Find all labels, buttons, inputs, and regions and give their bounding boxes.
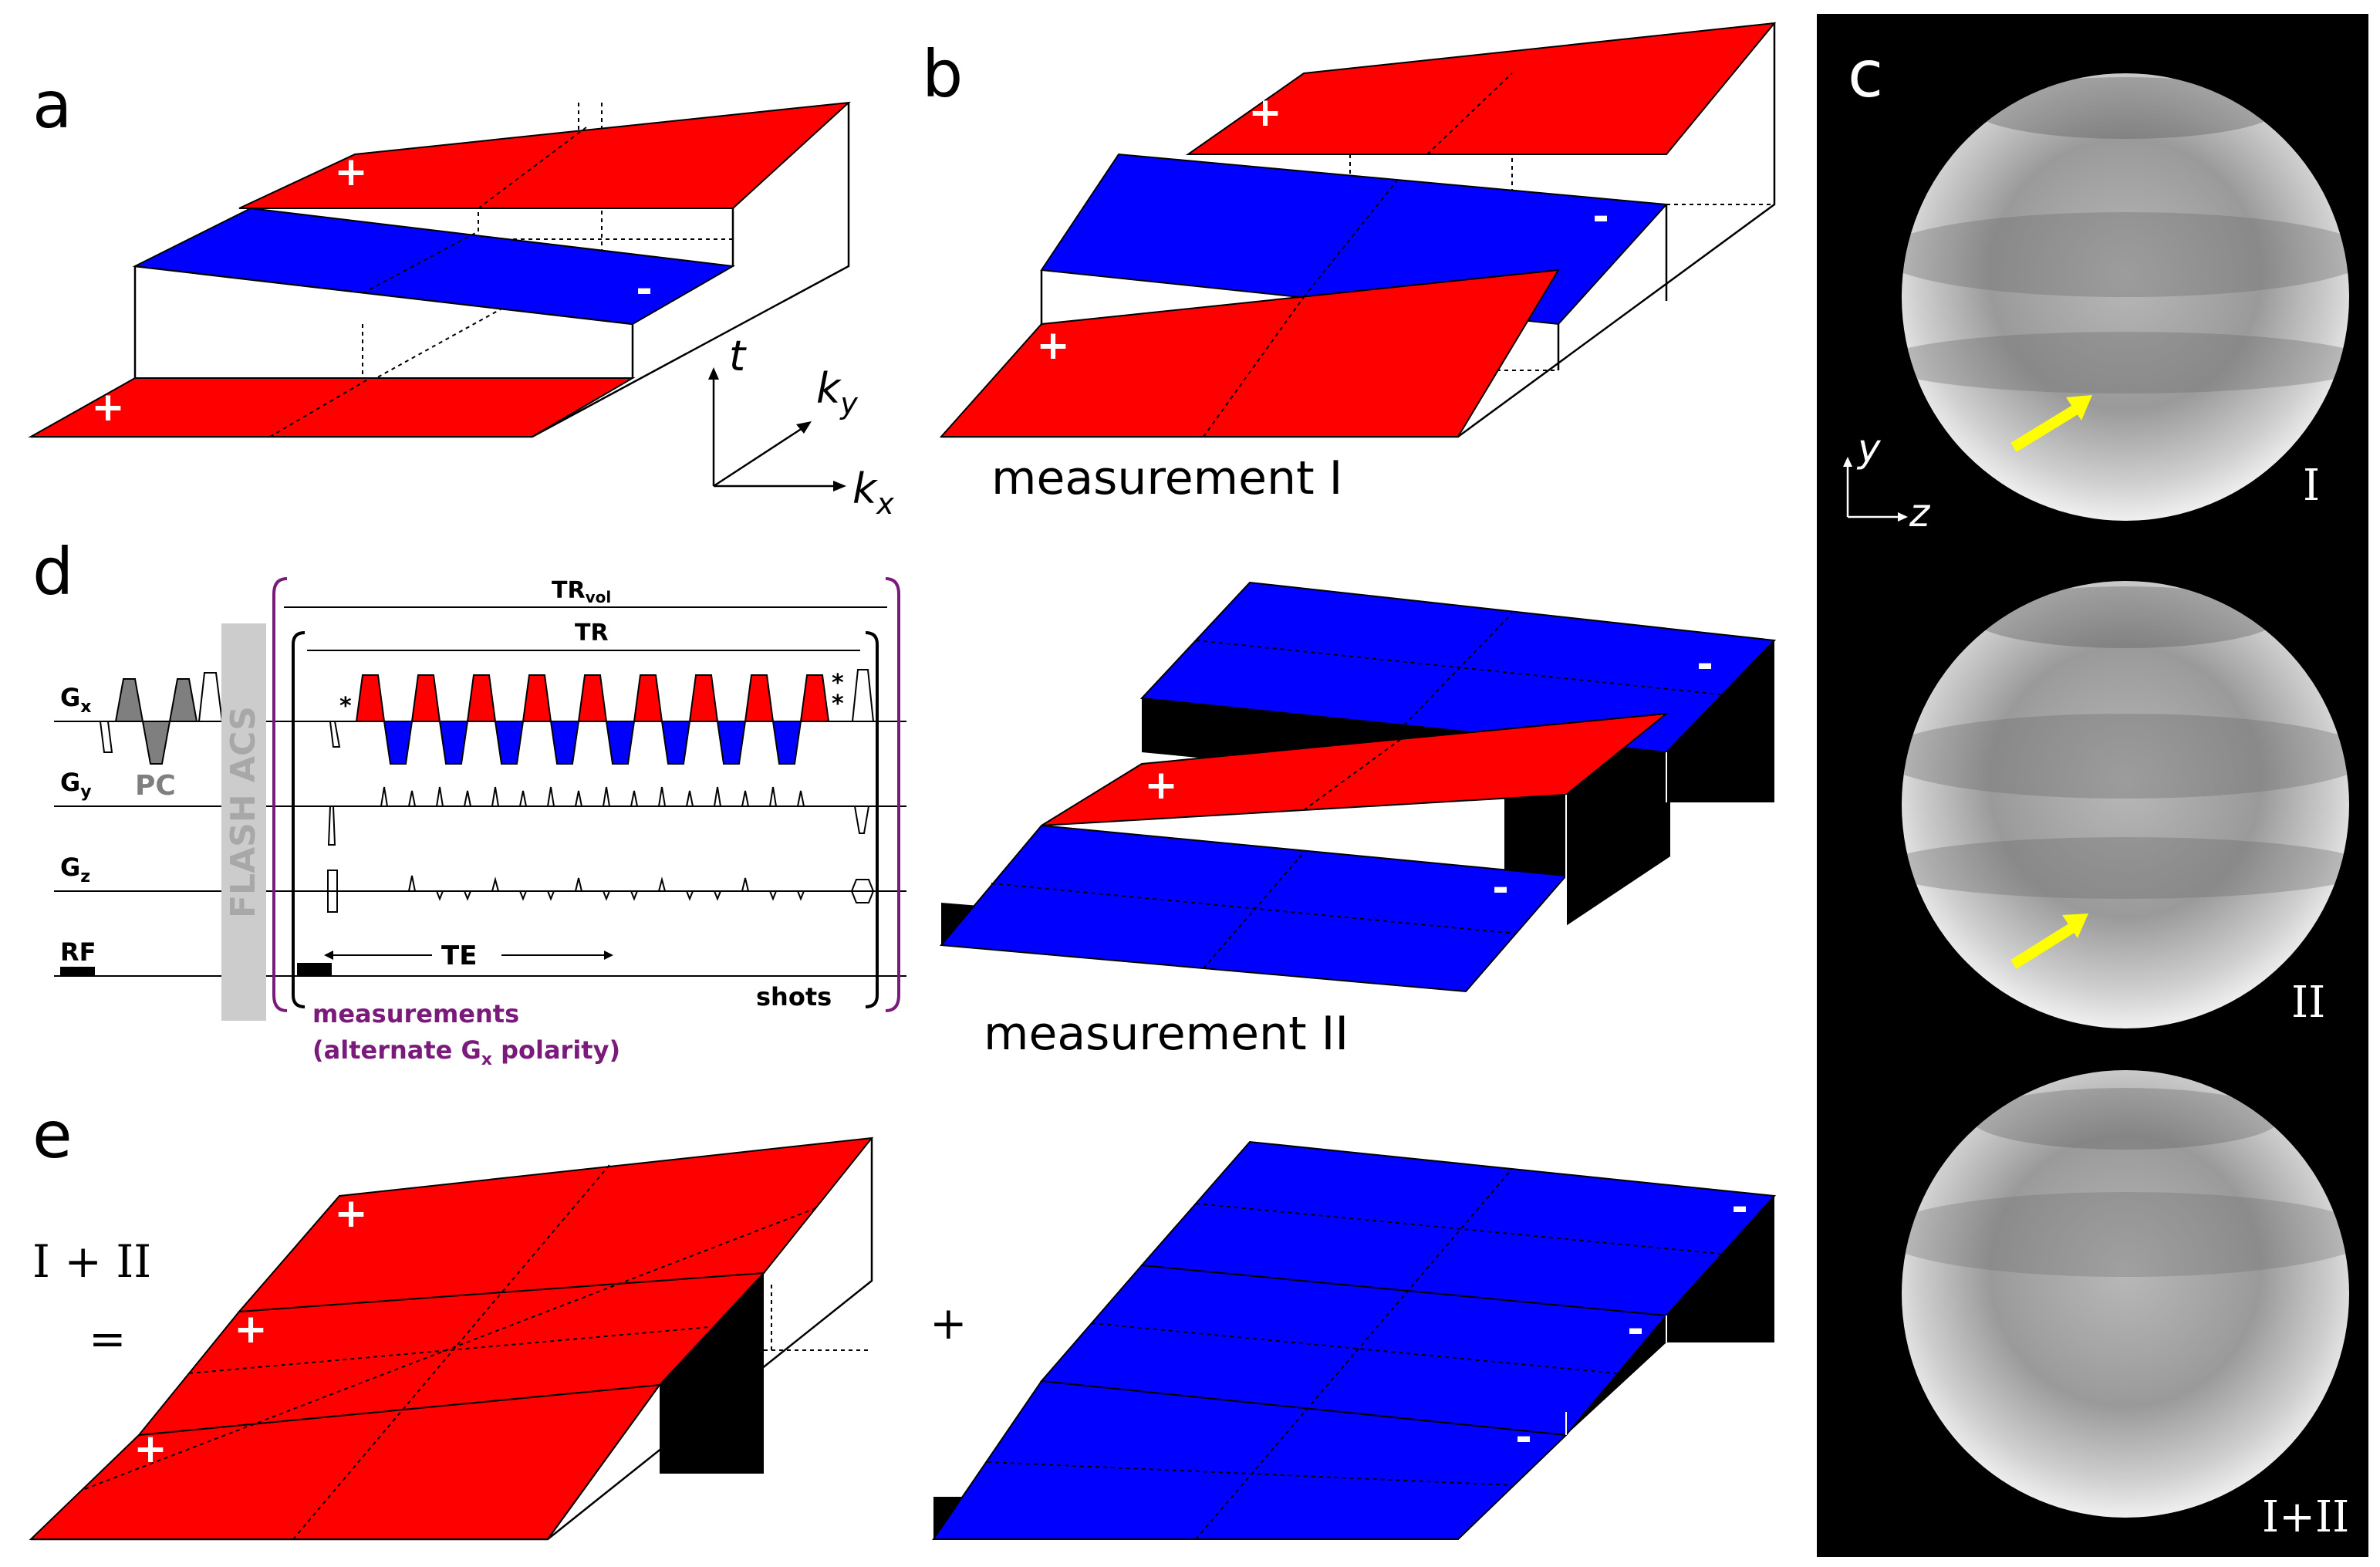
panel-c-axes (1843, 457, 1908, 522)
panel-a: a + - + (28, 67, 894, 521)
te-arrow (324, 951, 613, 960)
panel-e-minus-2: - (1627, 1306, 1644, 1353)
te-label: TE (441, 941, 477, 971)
panel-b: b + - + measurement I (922, 22, 1777, 505)
panel-e-minus-1: - (1515, 1414, 1532, 1461)
axis-ky-label: ky (816, 364, 858, 420)
equation-line2: = (89, 1312, 127, 1365)
gx-label: Gx (60, 683, 91, 717)
panel-a-plus-top: + (334, 149, 368, 195)
phantom-image-ii (1902, 581, 2349, 1028)
axis-y-label: y (1856, 426, 1882, 471)
gy-blips (327, 786, 870, 846)
panel-e-plus-3: + (334, 1190, 368, 1237)
panel-e-minus-3: - (1731, 1184, 1748, 1231)
panel-c-letter: c (1848, 36, 1883, 112)
phase-correction-gradients (99, 672, 224, 765)
panel-e-plus-1: + (133, 1426, 167, 1472)
measurements-bracket (272, 577, 900, 1012)
panel-e-left-black-wall (660, 1273, 764, 1474)
equation-line1: I + II (32, 1235, 151, 1288)
phantom-image-i (1902, 73, 2349, 521)
mii-minus-bottom: - (1492, 865, 1509, 911)
panel-e: e I + II = + + + + (29, 1097, 1777, 1541)
gz-label: Gz (60, 853, 90, 887)
panel-b-letter: b (922, 36, 963, 112)
shots-bracket (292, 631, 879, 1008)
axis-z-label: z (1909, 491, 1931, 535)
gz-blips (327, 870, 875, 913)
pc-label: PC (135, 770, 176, 802)
panel-e-letter: e (32, 1097, 73, 1173)
alternate-polarity-label: (alternate Gx polarity) (312, 1035, 620, 1069)
asterisk-start: * (339, 693, 352, 720)
panel-a-plus-bottom: + (91, 384, 125, 431)
measurements-label: measurements (312, 999, 519, 1028)
panel-a-axes (708, 367, 846, 491)
panel-d: d Gx Gy Gz RF PC FLASH ACS (32, 534, 906, 1069)
gx-epi-readout (329, 669, 875, 765)
panel-a-red-bottom (28, 377, 636, 437)
rf-label: RF (60, 937, 96, 967)
panel-e-plus-operator: + (930, 1297, 967, 1349)
axis-kx-label: kx (852, 464, 894, 521)
panel-b-plus-top: + (1248, 89, 1282, 136)
trvol-label: TRvol (552, 577, 611, 606)
flash-acs-label: FLASH ACS (224, 706, 263, 918)
panel-a-letter: a (32, 67, 72, 143)
panel-e-red-top (237, 1136, 874, 1313)
asterisk-end-1: * (832, 670, 844, 697)
panel-a-minus: - (636, 266, 653, 312)
panel-b-red-bottom (939, 268, 1560, 437)
panel-b-minus: - (1592, 194, 1609, 240)
asterisk-end-2: * (832, 691, 844, 718)
label-i-plus-ii: I+II (2262, 1492, 2349, 1542)
measurement-ii-caption: measurement II (984, 1007, 1349, 1061)
mii-plus: + (1144, 762, 1178, 809)
rf-pulse-pre (60, 967, 95, 976)
panel-e-plus-2: + (234, 1306, 268, 1353)
shots-label: shots (756, 982, 832, 1011)
gy-label: Gy (60, 768, 92, 802)
panel-a-red-top (238, 101, 851, 209)
panel-measurement-ii: - + - measurement II (940, 581, 1777, 1061)
rf-pulse-excitation (297, 963, 332, 976)
panel-a-blue-middle (132, 207, 736, 326)
mii-red-middle (1041, 712, 1669, 826)
panel-b-plus-bottom: + (1036, 323, 1070, 369)
label-ii: II (2291, 978, 2325, 1028)
phantom-image-i-plus-ii (1902, 1070, 2349, 1518)
panel-c: c (1817, 14, 2368, 1557)
axis-t-label: t (729, 332, 747, 380)
panel-b-red-top (1185, 22, 1777, 155)
tr-label: TR (575, 620, 609, 647)
measurement-i-caption: measurement I (991, 451, 1342, 505)
flash-acs-block (221, 623, 266, 1021)
mii-minus-top: - (1696, 641, 1713, 687)
label-i: I (2303, 461, 2320, 511)
panel-d-letter: d (32, 534, 73, 610)
